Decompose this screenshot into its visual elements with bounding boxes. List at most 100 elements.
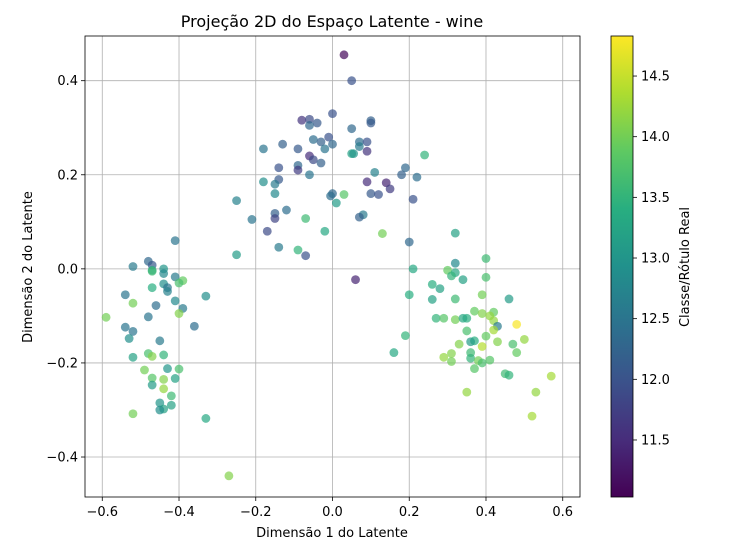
- data-point: [224, 471, 234, 481]
- data-point: [439, 313, 449, 323]
- data-point: [504, 294, 514, 304]
- data-point: [120, 322, 130, 332]
- x-axis-label: Dimensão 1 do Latente: [256, 526, 408, 541]
- data-point: [155, 405, 165, 415]
- data-point: [546, 371, 556, 381]
- data-point: [174, 278, 184, 288]
- x-tick-label: 0.6: [552, 505, 573, 520]
- data-point: [328, 109, 337, 119]
- data-point: [508, 339, 518, 349]
- data-point: [450, 258, 460, 268]
- colorbar-tick-label: 11.5: [641, 433, 670, 448]
- data-point: [293, 165, 303, 175]
- data-point: [301, 251, 311, 261]
- data-point: [427, 279, 437, 289]
- data-point: [349, 149, 359, 159]
- data-point: [462, 387, 472, 397]
- data-point: [519, 335, 529, 344]
- chart-title: Projeção 2D do Espaço Latente - wine: [181, 12, 483, 31]
- data-point: [159, 384, 169, 394]
- data-point: [124, 334, 134, 343]
- data-point: [481, 272, 491, 282]
- data-point: [470, 306, 479, 316]
- data-point: [447, 271, 456, 281]
- data-point: [159, 269, 169, 278]
- data-point: [431, 313, 441, 323]
- data-point: [120, 290, 130, 300]
- data-point: [447, 357, 456, 366]
- data-point: [147, 380, 157, 390]
- data-point: [408, 194, 418, 204]
- data-point: [435, 284, 445, 294]
- colorbar-tick-label: 13.0: [641, 252, 670, 267]
- data-point: [366, 189, 376, 198]
- data-point: [485, 355, 495, 365]
- data-point: [404, 290, 414, 300]
- data-point: [477, 309, 487, 318]
- data-point: [397, 170, 406, 180]
- data-point: [420, 150, 429, 160]
- colorbar-tick-label: 14.5: [641, 70, 670, 85]
- data-point: [377, 229, 387, 238]
- data-point: [147, 283, 157, 293]
- data-point: [401, 163, 410, 173]
- data-point: [366, 118, 376, 128]
- colorbar-tick-label: 12.5: [641, 312, 670, 327]
- data-point: [301, 214, 311, 223]
- data-point: [201, 414, 211, 423]
- data-point: [155, 336, 165, 346]
- data-point: [512, 348, 522, 357]
- data-point: [466, 353, 476, 363]
- data-point: [259, 144, 268, 154]
- data-point: [143, 312, 153, 322]
- data-point: [305, 114, 314, 124]
- data-point: [247, 215, 257, 224]
- data-point: [201, 291, 211, 301]
- data-point: [427, 295, 437, 304]
- y-tick-label: −0.4: [46, 451, 78, 466]
- data-point: [439, 352, 449, 362]
- data-point: [147, 373, 157, 383]
- data-point: [293, 144, 303, 154]
- data-point: [362, 177, 372, 187]
- data-point: [470, 364, 479, 373]
- data-point: [274, 242, 284, 252]
- data-point: [362, 146, 372, 156]
- data-point: [166, 391, 176, 401]
- x-axis-ticks: −0.6 −0.4 −0.2 0.0 0.2 0.4 0.6: [86, 497, 573, 520]
- x-tick-label: 0.4: [476, 505, 497, 520]
- data-point: [305, 170, 314, 180]
- data-point: [466, 337, 476, 347]
- data-point: [489, 325, 499, 335]
- data-point: [385, 184, 395, 194]
- data-point: [262, 226, 272, 236]
- data-point: [163, 287, 172, 296]
- data-point: [189, 321, 199, 331]
- data-point: [326, 191, 335, 201]
- data-point: [163, 364, 172, 373]
- colorbar-tick-label: 13.5: [641, 191, 670, 206]
- x-tick-label: −0.4: [163, 505, 195, 520]
- data-point: [312, 118, 322, 128]
- data-point: [450, 294, 460, 304]
- data-point: [174, 309, 184, 318]
- data-point: [354, 142, 364, 151]
- data-point: [347, 76, 357, 86]
- data-points: [101, 50, 556, 481]
- data-point: [170, 236, 180, 246]
- grid-lines: [85, 36, 580, 497]
- x-tick-label: −0.2: [240, 505, 272, 520]
- data-point: [270, 214, 280, 223]
- data-point: [354, 212, 364, 222]
- data-point: [408, 264, 418, 274]
- data-point: [481, 254, 491, 263]
- data-point: [128, 409, 138, 419]
- data-point: [270, 179, 280, 189]
- data-point: [151, 301, 161, 310]
- data-point: [320, 226, 330, 236]
- data-point: [305, 120, 314, 130]
- data-point: [232, 196, 241, 206]
- data-point: [159, 374, 169, 384]
- data-point: [282, 205, 291, 215]
